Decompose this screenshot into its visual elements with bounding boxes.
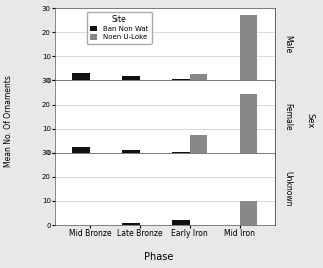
- Bar: [122, 223, 140, 225]
- Text: Phase: Phase: [144, 252, 173, 262]
- Bar: [240, 94, 257, 153]
- Text: Sex: Sex: [306, 113, 315, 128]
- Bar: [172, 79, 190, 80]
- Bar: [122, 76, 140, 80]
- Bar: [240, 201, 257, 225]
- Bar: [172, 152, 190, 153]
- Legend: Ban Non Wat, Noen U-Loke: Ban Non Wat, Noen U-Loke: [87, 12, 152, 44]
- Y-axis label: Unknown: Unknown: [283, 171, 292, 207]
- Y-axis label: Female: Female: [283, 103, 292, 131]
- Bar: [122, 150, 140, 153]
- Text: Mean No. Of Ornaments: Mean No. Of Ornaments: [4, 75, 13, 166]
- Bar: [240, 15, 257, 80]
- Bar: [190, 135, 207, 153]
- Bar: [72, 73, 90, 80]
- Y-axis label: Male: Male: [283, 35, 292, 53]
- Bar: [172, 220, 190, 225]
- Bar: [190, 75, 207, 80]
- Bar: [72, 147, 90, 153]
